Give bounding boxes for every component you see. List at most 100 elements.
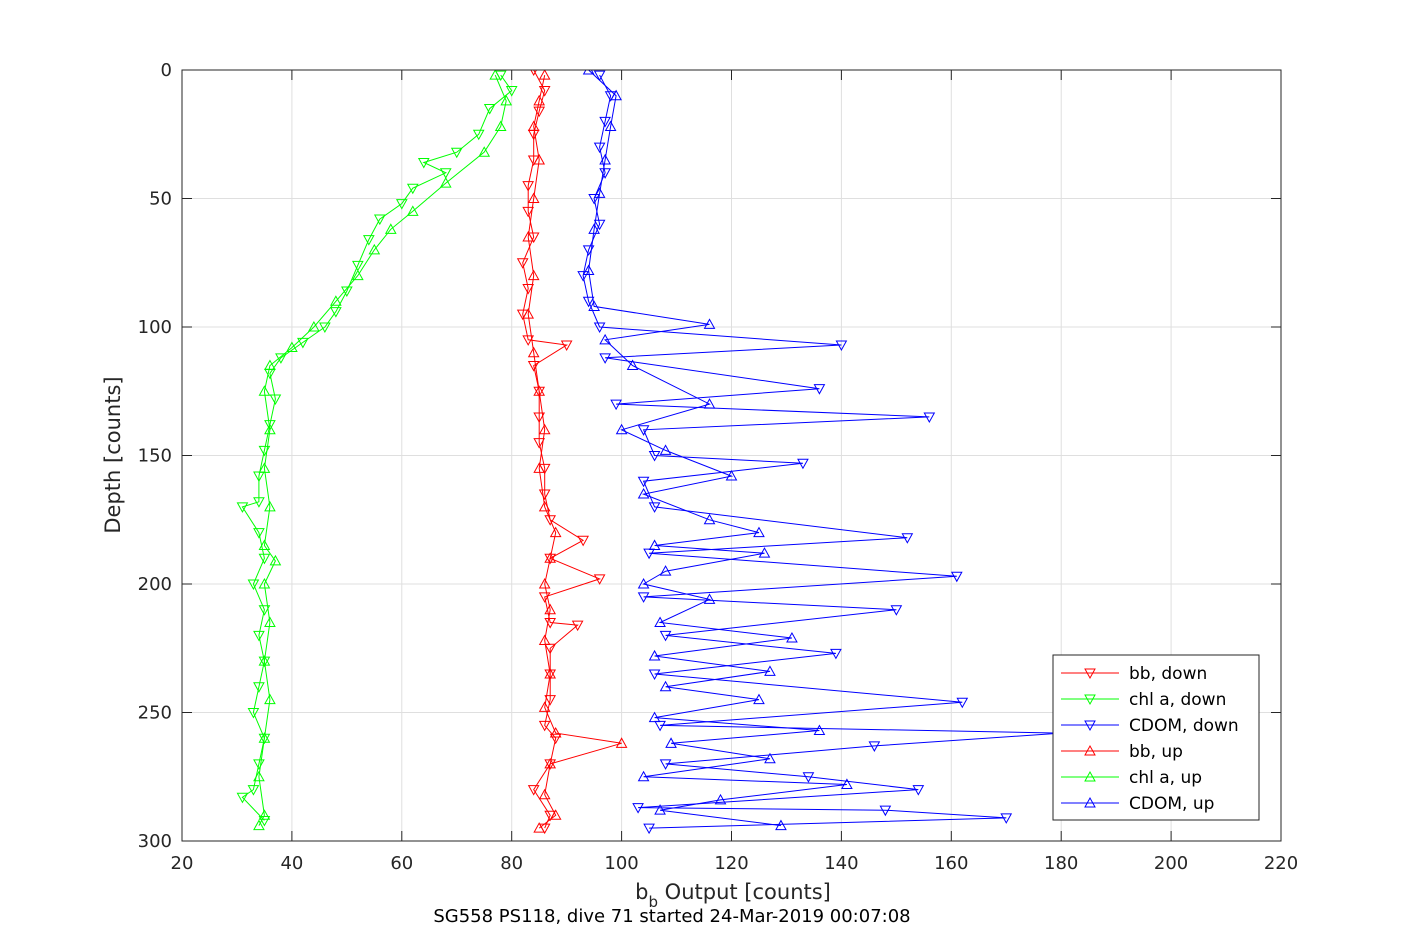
legend-label: bb, up bbox=[1129, 742, 1183, 762]
series-chl-a-down bbox=[236, 70, 518, 827]
data-point bbox=[253, 759, 265, 770]
x-tick-label: 40 bbox=[280, 853, 303, 874]
series-layer bbox=[236, 70, 1068, 835]
data-point bbox=[253, 630, 265, 642]
data-point bbox=[236, 792, 249, 804]
y-axis-label: Depth [counts] bbox=[101, 376, 125, 533]
data-point bbox=[764, 665, 776, 676]
data-point bbox=[417, 158, 430, 169]
data-point bbox=[253, 471, 265, 483]
data-point bbox=[258, 605, 271, 616]
data-point bbox=[527, 361, 540, 372]
data-point bbox=[533, 385, 546, 396]
data-point bbox=[890, 605, 903, 616]
x-axis-label: bb Output [counts] bbox=[635, 880, 831, 911]
data-point bbox=[813, 384, 826, 395]
x-tick-label: 180 bbox=[1044, 853, 1078, 874]
data-point bbox=[538, 423, 551, 435]
series-line-cdom-down bbox=[582, 74, 1062, 829]
data-point bbox=[648, 502, 661, 513]
data-point bbox=[577, 535, 589, 547]
x-tick-label: 120 bbox=[714, 853, 748, 874]
data-point bbox=[533, 94, 546, 106]
legend-label: CDOM, down bbox=[1129, 716, 1239, 736]
legend-marker bbox=[1084, 694, 1096, 706]
data-point bbox=[775, 819, 787, 831]
x-tick-label: 200 bbox=[1154, 853, 1188, 874]
legend-item: chl a, up bbox=[1061, 768, 1202, 788]
data-point bbox=[659, 444, 672, 455]
data-point bbox=[654, 804, 666, 815]
data-point bbox=[286, 341, 298, 353]
data-point bbox=[538, 70, 551, 80]
data-point bbox=[643, 548, 655, 560]
legend-item: CDOM, up bbox=[1061, 794, 1214, 814]
data-point bbox=[269, 554, 282, 566]
data-point bbox=[637, 488, 650, 499]
x-tick-label: 160 bbox=[934, 853, 968, 874]
data-point bbox=[483, 104, 496, 115]
data-point bbox=[582, 264, 595, 275]
data-point bbox=[588, 194, 600, 205]
data-point bbox=[593, 322, 606, 334]
data-point bbox=[330, 307, 342, 318]
data-point bbox=[538, 500, 551, 512]
data-point bbox=[758, 547, 771, 558]
data-point bbox=[253, 497, 265, 508]
data-point bbox=[659, 759, 672, 770]
data-point bbox=[516, 258, 529, 269]
data-point bbox=[764, 752, 776, 764]
data-point bbox=[478, 146, 491, 157]
series-chl-a-up bbox=[253, 70, 513, 831]
data-point bbox=[544, 515, 557, 526]
data-point bbox=[753, 693, 765, 705]
data-point bbox=[406, 183, 419, 195]
y-tick-label: 50 bbox=[149, 189, 172, 210]
data-point bbox=[577, 271, 589, 282]
data-point bbox=[802, 772, 815, 783]
legend-label: bb, down bbox=[1129, 664, 1207, 684]
data-point bbox=[659, 630, 672, 642]
data-point bbox=[319, 322, 331, 334]
data-point bbox=[648, 669, 661, 680]
data-point bbox=[714, 793, 727, 805]
data-point bbox=[582, 70, 595, 75]
data-point bbox=[544, 603, 557, 615]
data-point bbox=[533, 438, 546, 449]
data-point bbox=[654, 720, 666, 732]
y-tick-label: 150 bbox=[138, 446, 172, 467]
data-point bbox=[593, 142, 606, 154]
data-point bbox=[615, 737, 628, 748]
data-point bbox=[258, 539, 271, 550]
legend-item: chl a, down bbox=[1061, 690, 1226, 710]
data-point bbox=[258, 655, 271, 666]
data-point bbox=[527, 346, 540, 358]
data-point bbox=[593, 187, 606, 198]
data-point bbox=[527, 269, 540, 281]
data-point bbox=[258, 462, 271, 473]
data-point bbox=[489, 70, 502, 80]
data-point bbox=[362, 235, 375, 246]
series-bb-up bbox=[522, 70, 628, 833]
data-point bbox=[330, 295, 342, 306]
data-point bbox=[527, 192, 540, 203]
data-point bbox=[703, 398, 716, 409]
data-point bbox=[588, 223, 600, 234]
data-point bbox=[264, 616, 276, 628]
data-point bbox=[659, 565, 672, 576]
data-point bbox=[264, 420, 276, 431]
data-point bbox=[753, 526, 765, 538]
data-point bbox=[626, 359, 639, 371]
data-point bbox=[264, 359, 276, 371]
data-point bbox=[450, 147, 463, 159]
y-tick-label: 200 bbox=[138, 574, 172, 595]
y-tick-label: 100 bbox=[138, 317, 172, 338]
data-point bbox=[522, 335, 535, 346]
data-point bbox=[912, 785, 925, 796]
legend-box bbox=[1052, 654, 1260, 821]
data-point bbox=[395, 199, 408, 210]
x-axis-label-rest: Output [counts] bbox=[658, 880, 831, 904]
data-point bbox=[725, 470, 738, 481]
data-point bbox=[615, 423, 628, 435]
